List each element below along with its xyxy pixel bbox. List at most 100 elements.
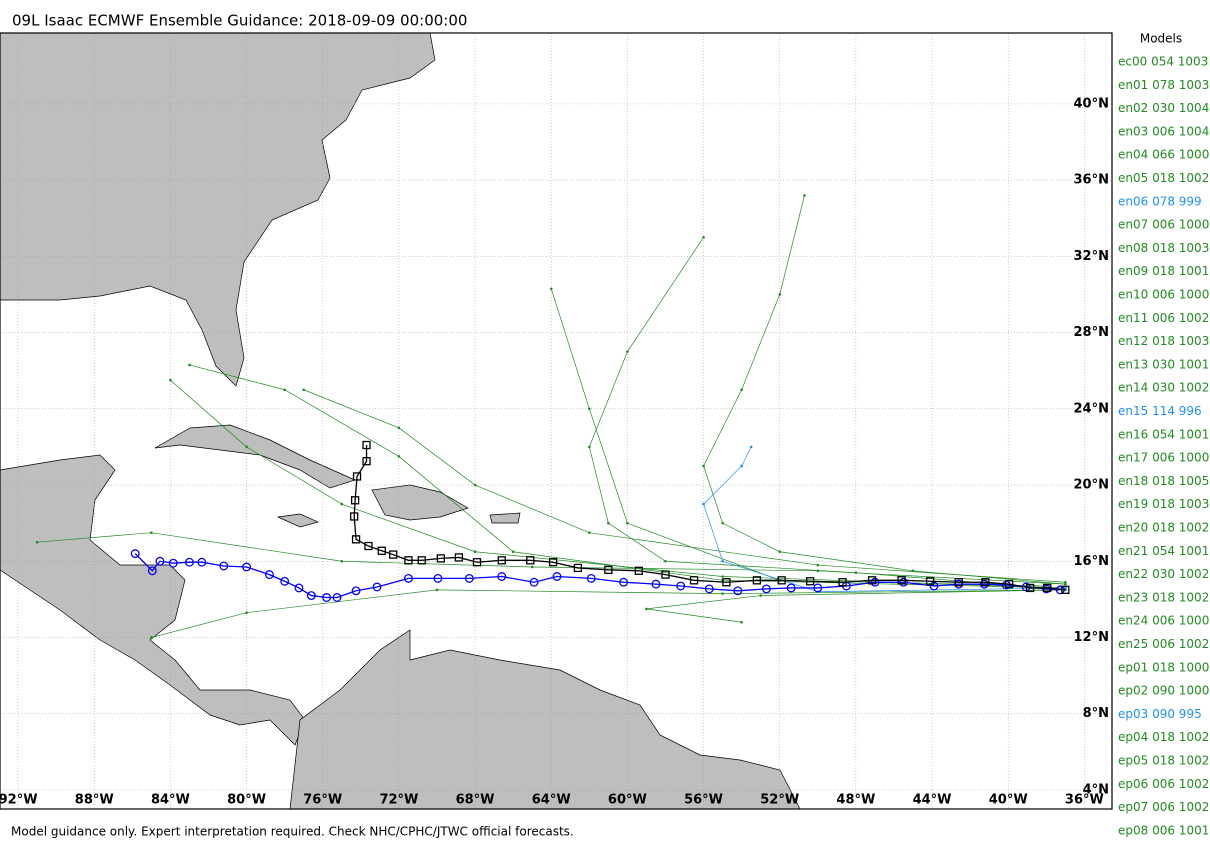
track-marker	[197, 557, 207, 567]
track-marker	[332, 593, 342, 602]
legend-entry: ep03 090 995	[1118, 707, 1202, 721]
track-marker	[740, 464, 743, 468]
track-marker	[1064, 580, 1067, 584]
track-marker	[702, 502, 705, 506]
track-marker	[351, 535, 361, 544]
legend-entry: en07 006 1000	[1118, 218, 1209, 232]
track-marker	[704, 584, 714, 594]
lat-tick-label: 20°N	[1074, 478, 1109, 493]
track-line	[170, 379, 1066, 589]
track-marker	[607, 521, 610, 525]
track-marker	[364, 541, 373, 551]
track-line	[353, 445, 1066, 591]
track-marker	[588, 445, 591, 449]
track-marker	[1064, 582, 1067, 586]
track-marker	[676, 581, 686, 591]
track-marker	[777, 576, 786, 585]
legend-entry: en15 114 996	[1118, 404, 1202, 418]
legend-entry: en21 054 1001	[1118, 544, 1209, 558]
track-marker	[219, 561, 229, 571]
lon-tick-label: 56°W	[684, 793, 723, 808]
track-marker	[283, 388, 286, 392]
lat-tick-label: 16°N	[1074, 554, 1109, 569]
track-marker	[464, 573, 474, 583]
track-marker	[417, 556, 426, 565]
track-marker	[1043, 583, 1052, 593]
legend-entry: en12 018 1003	[1118, 334, 1209, 348]
lon-tick-label: 92°W	[0, 793, 38, 808]
track-marker	[759, 594, 762, 597]
track-marker	[664, 559, 667, 563]
track-marker	[721, 592, 724, 595]
track-marker	[185, 557, 194, 567]
legend-entry: en20 018 1002	[1118, 521, 1209, 535]
hispaniola	[371, 484, 469, 521]
track-marker	[1061, 585, 1070, 594]
track-marker	[626, 521, 629, 525]
legend-entry: ep04 018 1002	[1118, 730, 1209, 744]
track-marker	[150, 531, 153, 534]
lon-tick-label: 60°W	[608, 793, 647, 808]
legend-entry: en22 030 1002	[1118, 567, 1209, 581]
lat-tick-label: 40°N	[1074, 96, 1109, 111]
land	[0, 33, 801, 809]
track-marker	[926, 577, 935, 586]
track-marker	[721, 575, 724, 578]
track-marker	[806, 577, 815, 586]
track-marker	[264, 570, 274, 580]
legend-entry: en10 006 1000	[1118, 288, 1209, 302]
track-marker	[626, 350, 629, 353]
legend-entry: en23 018 1002	[1118, 590, 1209, 604]
track-marker	[619, 577, 629, 587]
track-line	[189, 364, 1066, 589]
lon-tick-label: 36°W	[1065, 793, 1104, 808]
track-marker	[35, 540, 39, 544]
lon-tick-label: 68°W	[456, 793, 495, 808]
track-marker	[761, 584, 771, 594]
track-marker	[280, 576, 290, 586]
track-marker	[169, 378, 172, 382]
track-marker	[604, 565, 613, 574]
legend-entry: en08 018 1003	[1118, 241, 1209, 255]
track-marker	[733, 586, 743, 596]
track-marker	[497, 556, 506, 565]
track-marker	[1025, 583, 1035, 593]
track-marker	[645, 607, 648, 611]
track-marker	[778, 550, 782, 554]
south-america	[289, 629, 801, 809]
jamaica	[276, 513, 320, 528]
track-marker	[340, 502, 344, 506]
lat-tick-label: 36°N	[1074, 173, 1109, 188]
legend-entry: en11 006 1002	[1118, 311, 1209, 325]
track-marker	[473, 550, 477, 554]
track-marker	[899, 577, 908, 587]
lat-tick-label: 4°N	[1083, 782, 1109, 797]
lon-tick-label: 88°W	[75, 793, 114, 808]
track-marker	[552, 572, 562, 581]
lon-tick-label: 84°W	[151, 793, 190, 808]
track-marker	[740, 388, 743, 392]
track-marker	[1064, 586, 1067, 590]
legend-entry: ep01 018 1000	[1118, 660, 1209, 674]
track-marker	[472, 558, 482, 567]
track-marker	[526, 556, 535, 565]
legend-entry: ep06 006 1002	[1118, 777, 1209, 791]
track-marker	[150, 636, 153, 639]
track-marker	[740, 620, 743, 624]
track-marker	[404, 556, 413, 565]
track-marker	[473, 483, 477, 487]
track-marker	[722, 578, 731, 587]
track-marker	[530, 565, 534, 569]
puerto-rico	[489, 512, 521, 524]
track-marker	[651, 579, 661, 589]
legend-entry: en02 030 1004	[1118, 101, 1209, 115]
track-marker	[322, 593, 332, 602]
track-line	[646, 589, 1066, 623]
track-marker	[979, 579, 989, 589]
legend-entry: ec00 054 1003	[1118, 55, 1208, 69]
track-line	[134, 553, 1061, 599]
legend-entry: ep05 018 1002	[1118, 754, 1209, 768]
track-marker	[752, 576, 762, 585]
legend-entry: en04 066 1000	[1118, 148, 1209, 162]
